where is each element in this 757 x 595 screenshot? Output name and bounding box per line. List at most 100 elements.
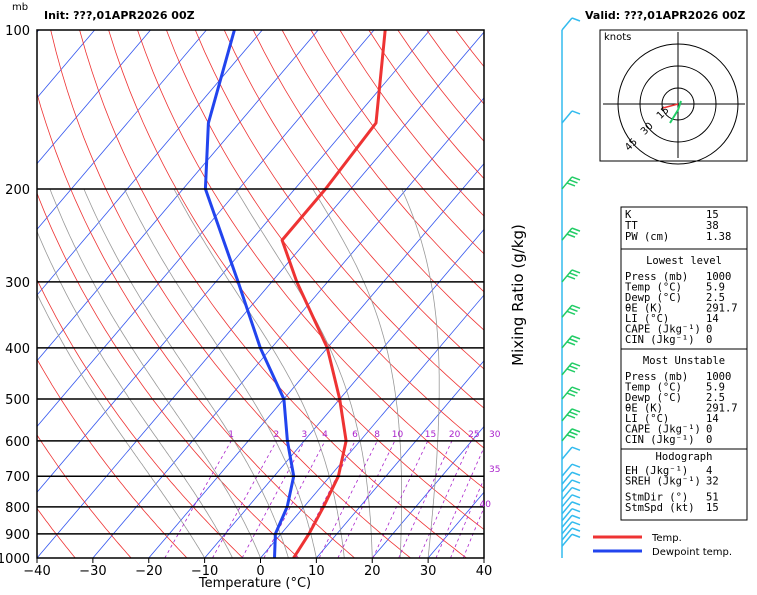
mixing-ratio-line	[373, 441, 428, 558]
parameter-value: 0	[706, 434, 712, 446]
mixing-ratio-label: 15	[425, 430, 436, 440]
isotherm-line	[27, 30, 485, 569]
wind-barb	[562, 447, 580, 459]
wind-barb-flag	[570, 432, 578, 435]
wind-barb-flag	[572, 488, 580, 491]
mixing-ratio-label: 40	[480, 500, 492, 510]
pressure-tick-label: 200	[5, 183, 30, 198]
wind-barb-flag	[572, 228, 580, 231]
temperature-profile	[282, 30, 385, 558]
wind-barb	[562, 177, 580, 189]
wind-barb-flag	[572, 472, 580, 475]
isotherm-line	[195, 30, 653, 569]
x-tick-label: 30	[420, 564, 437, 579]
hodograph-units-label: knots	[604, 32, 631, 43]
wind-barb-flag	[572, 387, 580, 390]
profiles	[205, 30, 385, 558]
mixing-ratio-line	[419, 441, 471, 558]
wind-barb-flag	[572, 515, 580, 518]
wind-barb	[562, 429, 580, 441]
wind-barb-flag	[567, 342, 575, 345]
wind-barb-staff	[562, 509, 572, 521]
wind-barb-flag	[567, 183, 575, 186]
x-tick-label: 40	[476, 564, 493, 579]
wind-barb-flag	[572, 409, 580, 412]
dry-adiabat-line	[0, 30, 255, 569]
wind-barb-flag	[570, 412, 578, 415]
parameter-label: StmSpd (kt)	[625, 502, 695, 514]
wind-barb	[562, 228, 580, 240]
wind-barb	[562, 18, 580, 30]
wind-barb-flag	[572, 305, 580, 308]
most-unstable-title: Most Unstable	[643, 355, 725, 367]
lowest-level-title: Lowest level	[646, 255, 722, 267]
wind-barb-staff	[562, 534, 572, 546]
mixing-ratio-label: 3	[302, 430, 308, 440]
wind-barb	[562, 363, 580, 375]
mixing-ratio-line	[451, 441, 501, 558]
wind-barb-flag	[572, 534, 580, 537]
wind-barb-staff	[562, 528, 572, 540]
legend-temp-label: Temp.	[651, 533, 682, 544]
parameter-value: 1.38	[706, 231, 731, 243]
parameter-label: CIN (Jkg⁻¹)	[625, 334, 695, 346]
wind-barb-staff	[562, 522, 572, 534]
isotherm-line	[0, 30, 206, 569]
mixing-ratio-line	[165, 441, 232, 558]
pressure-tick-label: 500	[5, 393, 30, 408]
moist-adiabat-line	[84, 189, 289, 558]
pressure-tick-label: 800	[5, 501, 30, 516]
wind-barb-flag	[570, 273, 578, 276]
moist-adiabat-line	[174, 189, 344, 558]
x-tick-label: 20	[364, 564, 381, 579]
isotherm-line	[139, 30, 597, 569]
dry-adiabat-line	[166, 30, 651, 569]
parameter-label: CIN (Jkg⁻¹)	[625, 434, 695, 446]
wind-barb-flag	[572, 177, 580, 180]
parameter-label: PW (cm)	[625, 231, 669, 243]
wind-barb-flag	[570, 339, 578, 342]
isotherm-line	[0, 30, 430, 569]
moist-adiabat-line	[402, 189, 440, 558]
wind-barb	[562, 111, 580, 123]
dry-adiabat-line	[109, 30, 538, 569]
isotherm-line	[83, 30, 541, 569]
dry-adiabat-line	[0, 30, 141, 569]
wind-barb-flag	[570, 231, 578, 234]
wind-barb-staff	[562, 502, 572, 514]
wind-barb-flag	[572, 480, 580, 483]
legend-dewpoint-label: Dewpoint temp.	[652, 547, 732, 558]
x-tick-label: −30	[79, 564, 106, 579]
mixing-ratio-label: 20	[449, 430, 461, 440]
wind-barb	[562, 270, 580, 282]
x-tick-label: −40	[23, 564, 50, 579]
wind-barb-flag	[570, 308, 578, 311]
wind-barb-flag	[570, 180, 578, 183]
wind-barb-flag	[567, 435, 575, 438]
mixing-ratio-label: 35	[489, 465, 500, 475]
wind-barbs	[562, 18, 580, 558]
pressure-tick-label: 600	[5, 435, 30, 450]
mixing-ratio-label: 8	[374, 430, 380, 440]
mixing-ratio-label: 1	[228, 430, 234, 440]
mixing-ratio-label: 4	[322, 430, 328, 440]
wind-barb-flag	[572, 528, 580, 531]
mixing-ratio-label: 10	[392, 430, 404, 440]
wind-barb-staff	[562, 111, 572, 123]
wind-barb-flag	[572, 111, 580, 114]
parameter-label: SREH (Jkg⁻¹)	[625, 476, 701, 488]
wind-barb-flag	[567, 311, 575, 314]
wind-barb-flag	[572, 363, 580, 366]
wind-barb	[562, 387, 580, 399]
wind-barb-staff	[562, 447, 572, 459]
wind-barb-flag	[572, 270, 580, 273]
pressure-tick-label: 400	[5, 342, 30, 357]
wind-barb	[562, 305, 580, 317]
wind-barb	[562, 409, 580, 421]
x-axis-title: Temperature (°C)	[198, 576, 311, 591]
moist-adiabat-line	[0, 189, 205, 558]
